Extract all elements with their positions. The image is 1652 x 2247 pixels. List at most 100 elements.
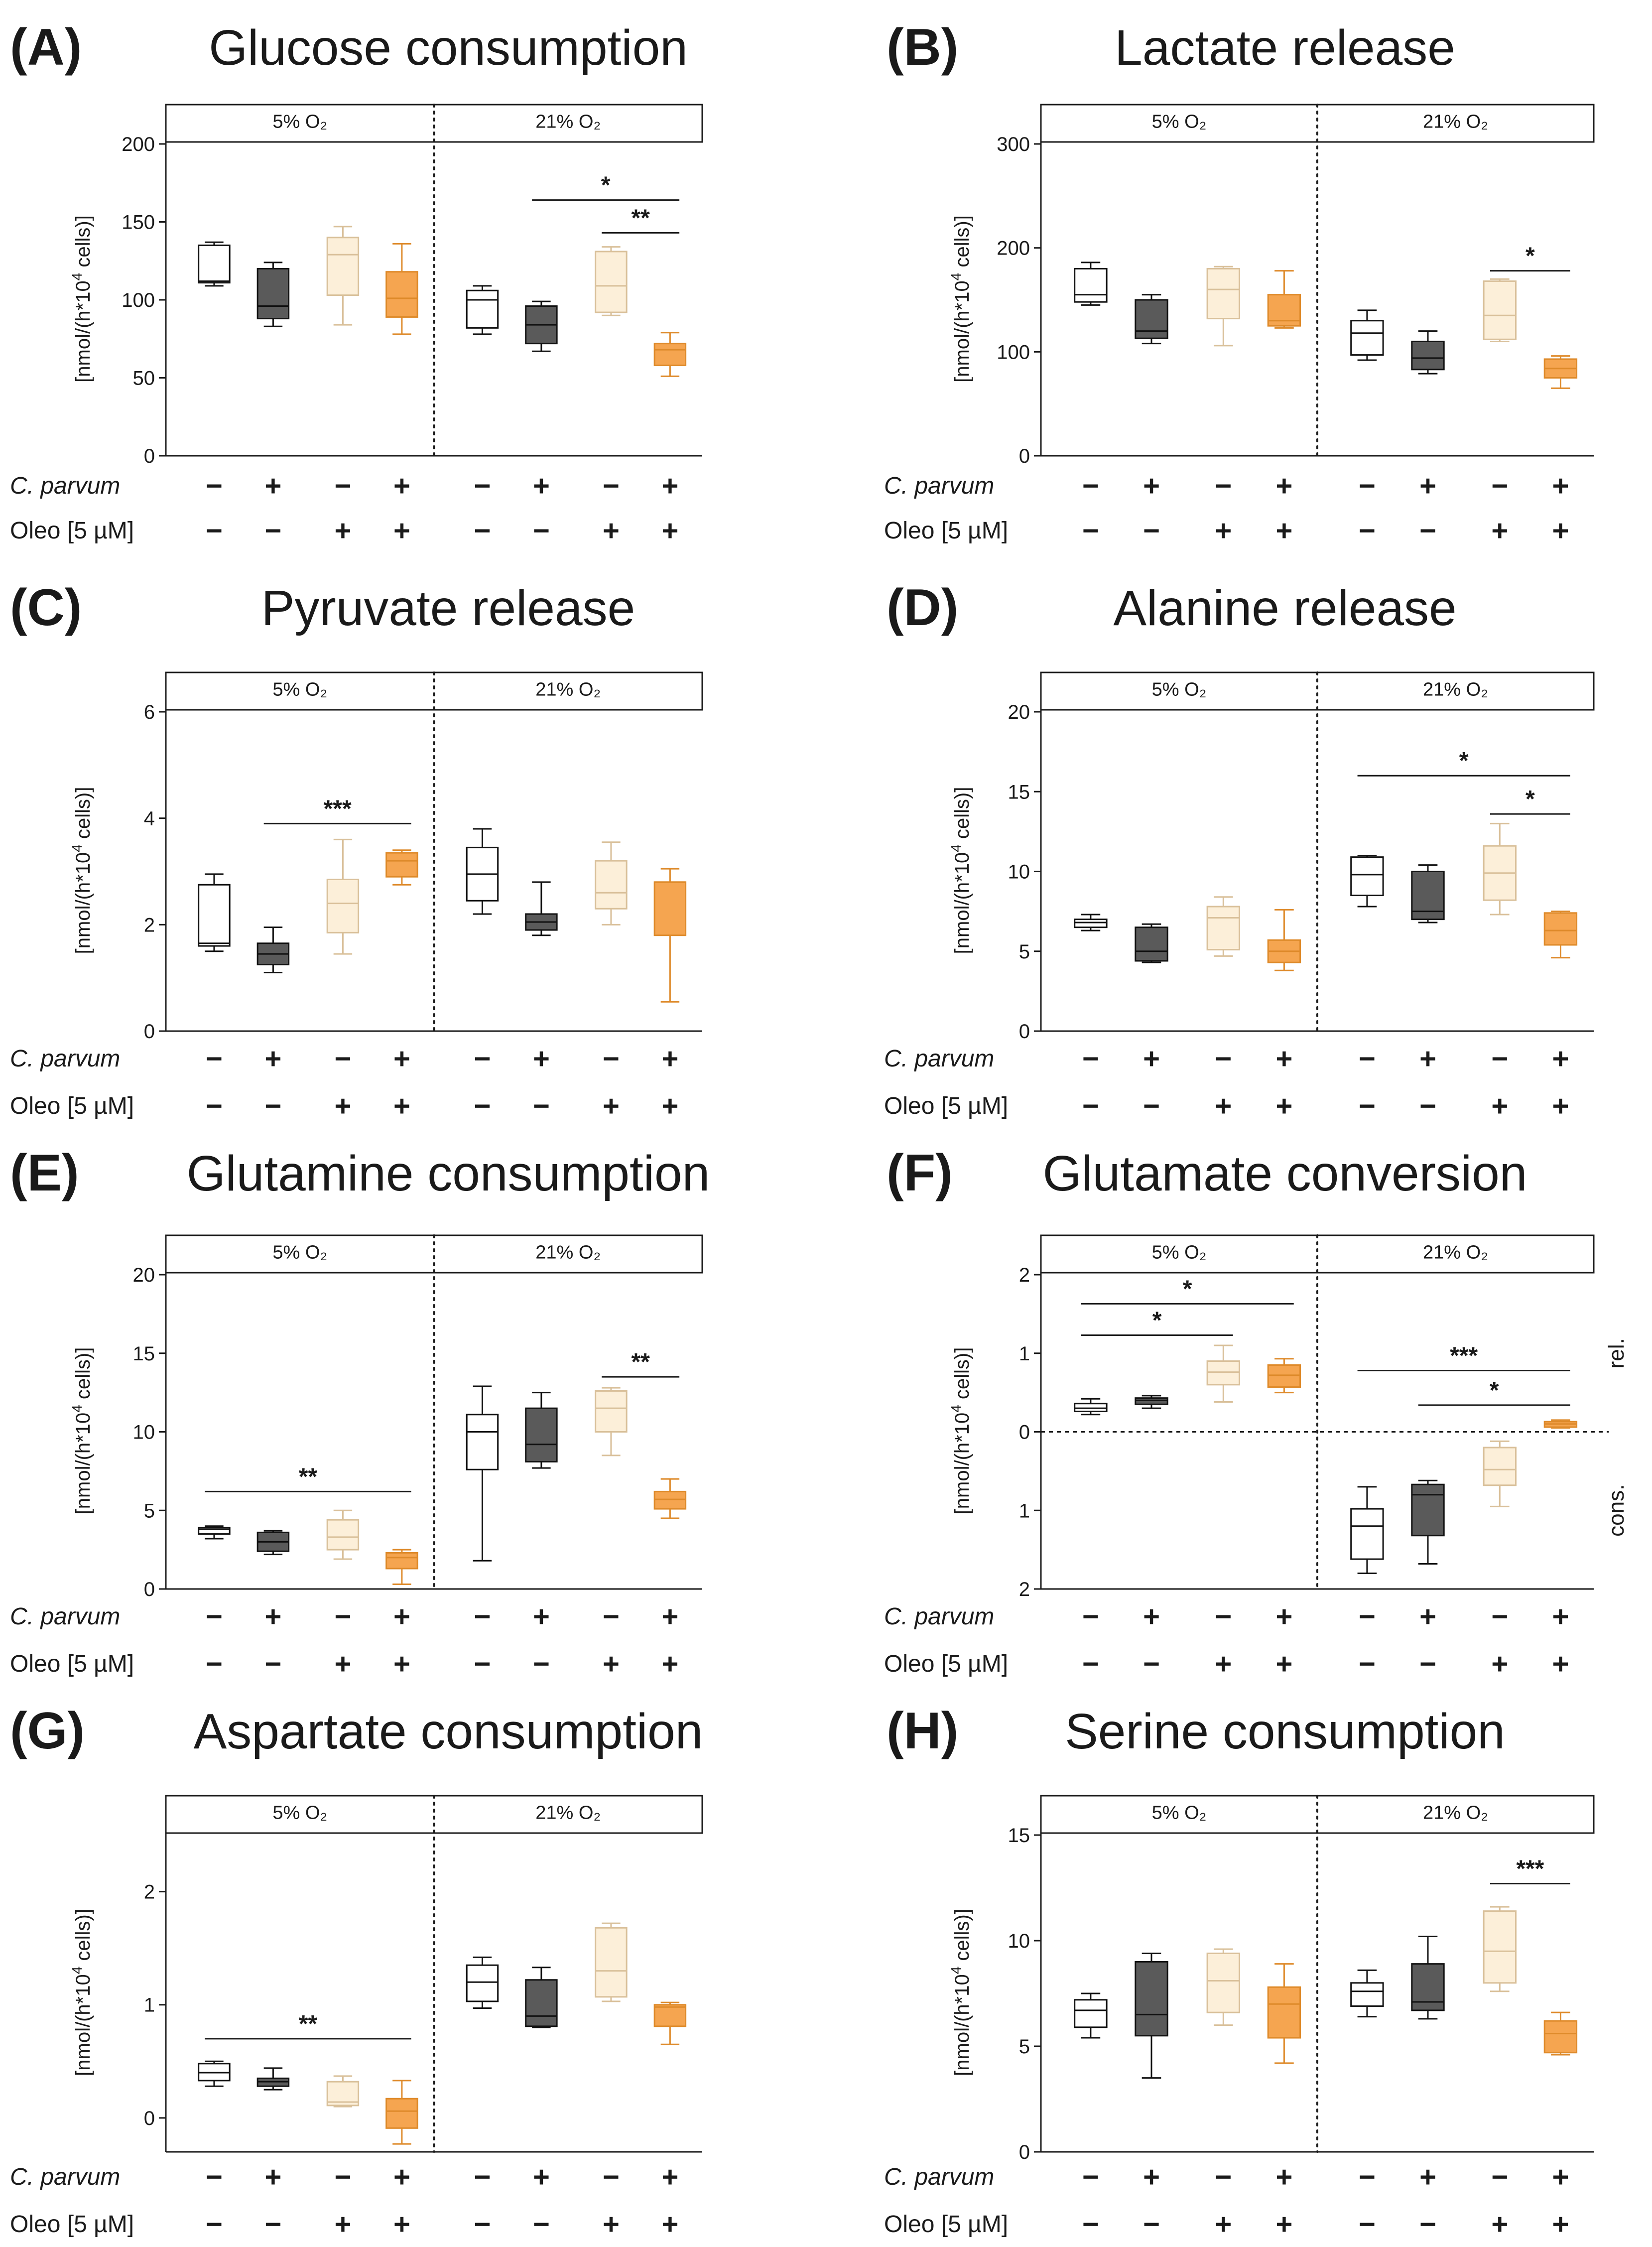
drug-sign: + [1552, 1090, 1569, 1122]
drug-sign: + [334, 1090, 351, 1122]
y-axis-label: [nmol/(h*104 cells)] [948, 1909, 973, 2076]
box-iqr [326, 237, 360, 296]
box-control [198, 873, 231, 952]
box-c-parvum-oleo [385, 1549, 418, 1586]
oxygen-label: 5% O₂ [1152, 1242, 1207, 1263]
parasite-sign: + [1419, 1600, 1436, 1633]
parasite-sign: − [1082, 2161, 1099, 2193]
panel-title: Glucose consumption [209, 20, 688, 76]
drug-sign: − [1359, 1090, 1376, 1122]
y-axis-label-part: [nmol/(h*10 [72, 852, 94, 954]
significance-label: *** [324, 795, 352, 822]
row-label-drug: Oleo [5 µM] [10, 2211, 134, 2238]
drug-sign: − [1143, 1090, 1160, 1122]
oxygen-label: 5% O₂ [272, 1242, 327, 1263]
box-iqr [1267, 1364, 1301, 1388]
box-iqr [1074, 267, 1108, 303]
parasite-sign: + [533, 2161, 550, 2193]
parasite-sign: + [661, 470, 678, 502]
y-tick-label: 50 [133, 368, 155, 390]
y-axis-label: [nmol/(h*104 cells)] [69, 1909, 94, 2076]
box-c-parvum [1411, 864, 1445, 924]
y-axis-label-part: [nmol/(h*10 [951, 1413, 973, 1515]
drug-sign: − [264, 1090, 281, 1122]
box-iqr [466, 1964, 499, 2002]
box-c-parvum [1411, 330, 1445, 375]
y-axis-label: [nmol/(h*104 cells)] [948, 787, 973, 954]
parasite-sign: + [264, 470, 281, 502]
row-label-parasite: C. parvum [10, 473, 120, 499]
box-control [1350, 854, 1384, 908]
parasite-sign: − [1359, 470, 1376, 502]
oxygen-label: 21% O₂ [535, 1803, 601, 1824]
box-iqr [653, 343, 687, 366]
parasite-sign: + [533, 470, 550, 502]
y-axis-label-part: cells)] [951, 1347, 973, 1405]
box-iqr [1074, 1999, 1108, 2028]
drug-sign: − [474, 1090, 491, 1122]
panel-a: (A) Glucose consumption 5% O₂ 21% O₂ 0 50 100 1… [10, 18, 703, 547]
box-c-parvum-oleo [1267, 1963, 1301, 2064]
box-oleo [1206, 896, 1240, 957]
parasite-sign: + [1552, 2161, 1569, 2193]
parasite-sign: + [1275, 1600, 1292, 1633]
box-c-parvum-oleo [653, 332, 687, 377]
drug-sign: − [206, 515, 223, 547]
parasite-sign: + [1275, 2161, 1292, 2193]
box-control [1350, 1969, 1384, 2018]
row-label-drug: Oleo [5 µM] [10, 1651, 134, 1677]
box-oleo [1483, 822, 1517, 916]
box-iqr [1411, 340, 1445, 371]
significance-label: ** [299, 1463, 318, 1490]
box-control [1074, 1398, 1108, 1416]
y-axis-label-part: [nmol/(h*10 [72, 1974, 94, 2076]
panel-title: Serine consumption [1065, 1704, 1505, 1759]
parasite-sign: − [603, 470, 620, 502]
parasite-sign: + [1419, 1043, 1436, 1075]
parasite-sign: + [1143, 470, 1160, 502]
panel-d: (D) Alanine release 5% O₂ 21% O₂ 0 5 10 15 20 [nm… [884, 579, 1595, 1122]
consumption-side-label: cons. [1604, 1484, 1629, 1537]
oxygen-label: 21% O₂ [535, 1242, 601, 1263]
y-axis-label-part: [nmol/(h*10 [951, 1974, 973, 2076]
drug-sign: + [1491, 1090, 1508, 1122]
drug-sign: + [1215, 1090, 1232, 1122]
parasite-sign: + [533, 1043, 550, 1075]
row-label-parasite: C. parvum [10, 2164, 120, 2190]
parasite-sign: + [393, 1043, 410, 1075]
box-oleo [326, 838, 360, 955]
panel-title: Glutamate conversion [1043, 1146, 1527, 1201]
y-tick-label: 0 [144, 1579, 155, 1600]
box-iqr [1350, 1508, 1384, 1560]
box-iqr [198, 884, 231, 947]
panel-title: Glutamine consumption [187, 1146, 710, 1201]
drug-sign: + [334, 515, 351, 547]
y-axis-label: [nmol/(h*104 cells)] [69, 1347, 94, 1515]
box-iqr [1543, 2020, 1578, 2054]
box-c-parvum [525, 1967, 558, 2028]
y-tick-label: 1 [1019, 1343, 1030, 1365]
parasite-sign: + [1143, 1043, 1160, 1075]
parasite-sign: − [474, 1600, 491, 1633]
box-oleo [595, 1387, 628, 1456]
y-tick-label: 15 [133, 1343, 155, 1365]
drug-sign: − [1143, 2208, 1160, 2241]
y-axis-label-exponent: 4 [948, 1405, 964, 1413]
oxygen-label: 21% O₂ [1423, 1242, 1488, 1263]
significance-label: ** [631, 1349, 650, 1375]
y-tick-label: 15 [1008, 781, 1030, 803]
box-iqr [326, 1519, 360, 1551]
panel-g: (G) Aspartate consumption 5% O₂ 21% O₂ 0 1 2 [n… [10, 1702, 703, 2241]
box-control [1074, 262, 1108, 306]
y-axis-label-part: [nmol/(h*10 [72, 1413, 94, 1515]
drug-sign: + [603, 515, 620, 547]
drug-sign: − [264, 515, 281, 547]
drug-sign: + [661, 1090, 678, 1122]
oxygen-label: 21% O₂ [1423, 112, 1488, 132]
significance-label: *** [1450, 1342, 1478, 1369]
oxygen-label: 21% O₂ [1423, 1803, 1488, 1824]
box-iqr [1135, 926, 1168, 962]
box-c-parvum [256, 262, 290, 327]
y-tick-label: 0 [1019, 1021, 1030, 1043]
box-c-parvum [1135, 1952, 1168, 2079]
